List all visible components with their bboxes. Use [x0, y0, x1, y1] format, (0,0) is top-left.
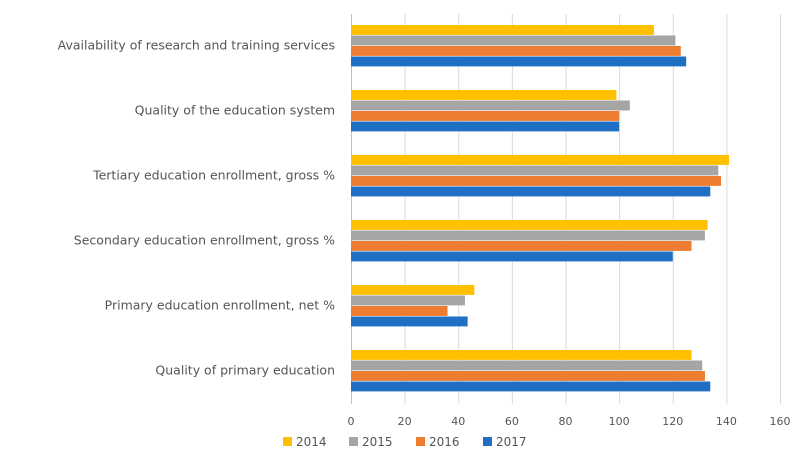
legend-swatch-2016 — [416, 437, 425, 446]
bar-2014-1 — [351, 25, 654, 35]
category-label: Quality of primary education — [155, 363, 335, 378]
category-label: Tertiary education enrollment, gross % — [92, 168, 335, 183]
x-tick-label: 160 — [770, 415, 790, 428]
bar-2016-2 — [351, 111, 620, 121]
bar-2015-5 — [351, 295, 465, 306]
category-label: Secondary education enrollment, gross % — [74, 233, 335, 248]
bar-2014-5 — [351, 285, 475, 295]
x-tick-label: 40 — [451, 415, 465, 428]
bar-2016-5 — [351, 306, 448, 316]
legend-label-2014: 2014 — [296, 435, 327, 449]
legend-label-2015: 2015 — [362, 435, 393, 449]
bar-2014-6 — [351, 350, 692, 360]
bars — [351, 25, 730, 392]
x-tick-label: 0 — [348, 415, 355, 428]
x-tick-label: 100 — [609, 415, 630, 428]
x-tick-label: 20 — [398, 415, 412, 428]
bar-2016-3 — [351, 176, 722, 186]
bar-2017-4 — [351, 251, 673, 262]
x-tick-label: 80 — [559, 415, 573, 428]
bar-2017-1 — [351, 56, 687, 67]
legend-label-2017: 2017 — [496, 435, 527, 449]
legend-label-2016: 2016 — [429, 435, 460, 449]
bar-2016-6 — [351, 371, 705, 381]
bar-2014-3 — [351, 155, 730, 165]
category-label: Primary education enrollment, net % — [105, 298, 335, 313]
bar-2017-2 — [351, 121, 620, 132]
bar-2017-6 — [351, 381, 711, 392]
bar-2016-4 — [351, 241, 692, 251]
category-label: Quality of the education system — [135, 103, 335, 118]
x-tick-label: 60 — [505, 415, 519, 428]
category-label: Availability of research and training se… — [58, 38, 335, 53]
gridlines — [351, 14, 781, 404]
bar-2015-3 — [351, 165, 719, 176]
bar-2015-1 — [351, 35, 676, 46]
bar-2014-4 — [351, 220, 708, 230]
legend-swatch-2017 — [483, 437, 492, 446]
x-axis-tick-labels: 0 20 40 60 80 100 120 140 160 — [348, 415, 790, 428]
bar-2015-6 — [351, 360, 703, 371]
x-tick-label: 140 — [716, 415, 737, 428]
legend: 2014 2015 2016 2017 — [283, 435, 527, 449]
category-labels: Availability of research and training se… — [58, 38, 335, 378]
x-tick-label: 120 — [662, 415, 683, 428]
bar-2015-4 — [351, 230, 705, 241]
bar-2015-2 — [351, 100, 630, 111]
legend-swatch-2014 — [283, 437, 292, 446]
legend-swatch-2015 — [349, 437, 358, 446]
bar-2014-2 — [351, 90, 617, 100]
bar-2016-1 — [351, 46, 681, 56]
bar-2017-5 — [351, 316, 468, 327]
bar-2017-3 — [351, 186, 711, 197]
